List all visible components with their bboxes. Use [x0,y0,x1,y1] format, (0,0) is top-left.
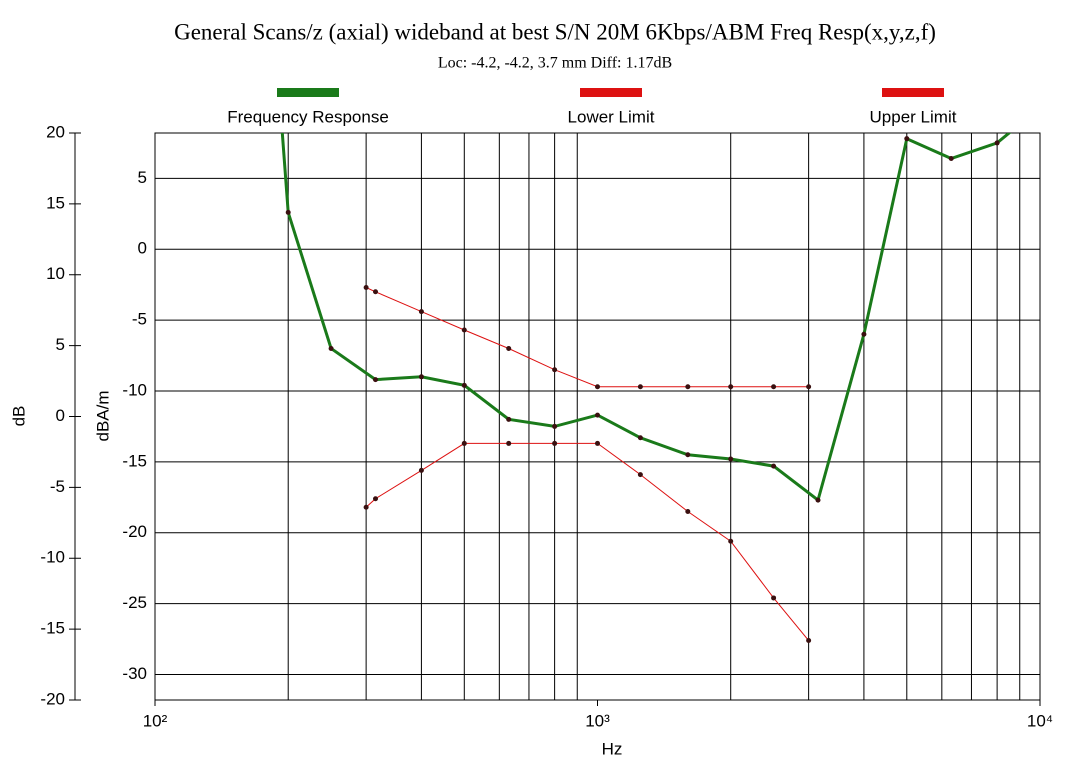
data-point [771,384,777,390]
data-point [363,285,369,291]
data-point [904,136,910,142]
data-point [595,384,600,390]
data-point [373,289,379,295]
legend-label: Lower Limit [568,107,655,126]
legend-label: Upper Limit [870,107,957,126]
legend-swatch [277,88,339,97]
y-tick-label: 10 [46,264,65,283]
y-tick-label: -5 [50,477,65,496]
y2-axis-label: dBA/m [93,390,112,441]
data-point [637,435,643,441]
data-point [637,384,643,390]
data-point [461,440,467,446]
data-point [418,467,424,473]
data-point [328,345,334,351]
y2-tick-label: 5 [138,168,147,187]
x-tick-label: 10³ [585,711,610,730]
y2-tick-label: -15 [122,451,147,470]
data-point [418,374,424,380]
data-point [373,377,379,383]
chart-title: General Scans/z (axial) wideband at best… [174,19,936,44]
data-point [994,140,1000,146]
data-point [728,384,734,390]
data-point [771,463,777,469]
y2-tick-label: -20 [122,522,147,541]
data-point [506,440,512,446]
data-point [461,382,467,388]
y2-tick-label: 0 [138,239,147,258]
data-point [285,209,291,215]
data-point [948,156,954,162]
x-tick-label: 10⁴ [1027,711,1053,730]
y-axis-label: dB [9,406,28,427]
y-tick-label: 15 [46,193,65,212]
data-point [595,440,600,446]
data-point [373,496,379,502]
y2-tick-label: -10 [122,380,147,399]
x-axis-label: Hz [602,739,623,758]
series-line [365,287,809,388]
data-point [552,423,558,429]
data-point [552,440,558,446]
data-point [806,637,812,643]
data-point [637,472,643,478]
y2-tick-label: -25 [122,593,147,612]
legend-swatch [580,88,642,97]
data-point [418,309,424,315]
data-point [595,412,600,418]
data-point [506,345,512,351]
x-tick-label: 10² [143,711,168,730]
data-point [685,508,691,514]
y-tick-label: -10 [40,548,65,567]
data-point [461,327,467,333]
y-tick-label: 20 [46,122,65,141]
data-point [506,416,512,422]
data-point [276,77,281,82]
data-point [861,331,867,337]
plot-area [276,77,1043,643]
legend-label: Frequency Response [227,107,389,126]
data-point [363,504,369,510]
series-line [280,133,1012,503]
data-point [728,456,734,462]
y-tick-label: -20 [40,689,65,708]
y-tick-label: 0 [56,406,65,425]
legend-swatch [882,88,944,97]
data-point [728,538,734,544]
y2-tick-label: -30 [122,664,147,683]
data-point [771,595,777,601]
y2-tick-label: -5 [132,310,147,329]
series-line [365,442,809,641]
data-point [685,384,691,390]
data-point [815,497,821,503]
chart-subtitle: Loc: -4.2, -4.2, 3.7 mm Diff: 1.17dB [438,55,672,72]
data-point [806,384,812,390]
y-tick-label: 5 [56,335,65,354]
y-tick-label: -15 [40,619,65,638]
data-point [685,452,691,458]
data-point [1038,105,1043,110]
data-point [552,367,558,373]
